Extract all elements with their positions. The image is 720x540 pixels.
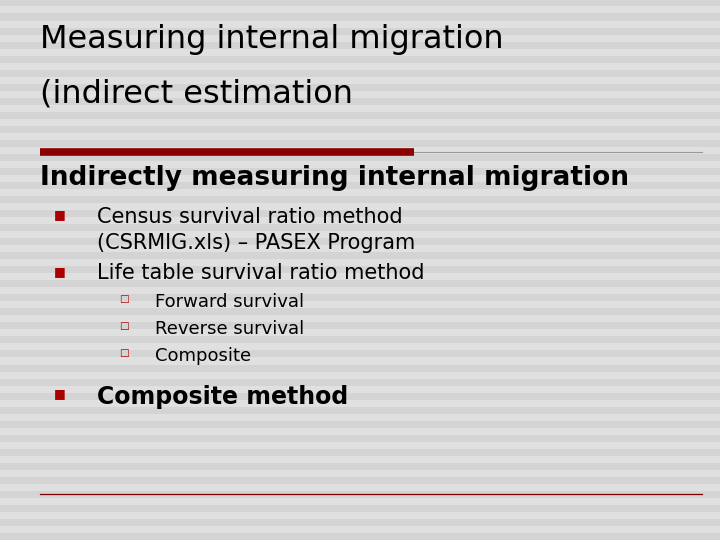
- Bar: [0, 182, 720, 189]
- Bar: [0, 350, 720, 357]
- Text: ■: ■: [54, 208, 66, 221]
- Bar: [0, 56, 720, 63]
- Bar: [0, 0, 720, 6]
- Bar: [0, 477, 720, 484]
- Bar: [0, 84, 720, 91]
- Text: □: □: [119, 348, 129, 359]
- Bar: [0, 336, 720, 343]
- Bar: [0, 140, 720, 147]
- Bar: [0, 14, 720, 21]
- Bar: [0, 505, 720, 512]
- Bar: [0, 533, 720, 540]
- Bar: [0, 519, 720, 526]
- Bar: [0, 42, 720, 49]
- Bar: [0, 449, 720, 456]
- Text: (indirect estimation: (indirect estimation: [40, 78, 353, 109]
- Text: Composite method: Composite method: [97, 385, 348, 409]
- Text: □: □: [119, 294, 129, 305]
- Bar: [0, 322, 720, 329]
- Bar: [0, 294, 720, 301]
- Bar: [0, 224, 720, 231]
- Bar: [0, 168, 720, 175]
- Text: Indirectly measuring internal migration: Indirectly measuring internal migration: [40, 165, 629, 191]
- Text: Composite: Composite: [155, 347, 251, 365]
- Bar: [0, 463, 720, 470]
- Text: □: □: [119, 321, 129, 332]
- Bar: [0, 379, 720, 386]
- Bar: [0, 280, 720, 287]
- Bar: [0, 364, 720, 372]
- Bar: [0, 252, 720, 259]
- Bar: [0, 435, 720, 442]
- Text: ■: ■: [54, 265, 66, 278]
- Bar: [0, 407, 720, 414]
- Text: (CSRMIG.xls) – PASEX Program: (CSRMIG.xls) – PASEX Program: [97, 233, 415, 253]
- Bar: [0, 421, 720, 428]
- Bar: [0, 28, 720, 35]
- Bar: [0, 308, 720, 315]
- Text: ■: ■: [54, 387, 66, 400]
- Bar: [0, 126, 720, 133]
- Bar: [0, 266, 720, 273]
- Bar: [0, 98, 720, 105]
- Bar: [0, 238, 720, 245]
- Bar: [0, 112, 720, 119]
- Text: Reverse survival: Reverse survival: [155, 320, 304, 338]
- Bar: [0, 491, 720, 498]
- Text: Forward survival: Forward survival: [155, 293, 304, 311]
- Text: Life table survival ratio method: Life table survival ratio method: [97, 263, 425, 283]
- Bar: [0, 70, 720, 77]
- Bar: [0, 196, 720, 203]
- Text: Measuring internal migration: Measuring internal migration: [40, 24, 503, 55]
- Bar: [0, 154, 720, 161]
- Text: Census survival ratio method: Census survival ratio method: [97, 207, 402, 227]
- Bar: [0, 210, 720, 217]
- Bar: [0, 393, 720, 400]
